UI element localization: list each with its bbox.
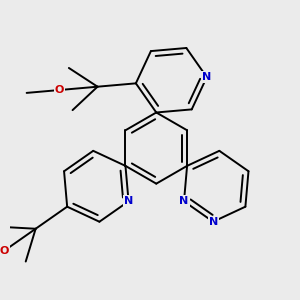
- Text: O: O: [55, 85, 64, 95]
- Text: N: N: [179, 196, 189, 206]
- Text: N: N: [202, 72, 212, 82]
- Text: N: N: [124, 196, 133, 206]
- Text: N: N: [208, 217, 218, 227]
- Text: O: O: [0, 246, 9, 256]
